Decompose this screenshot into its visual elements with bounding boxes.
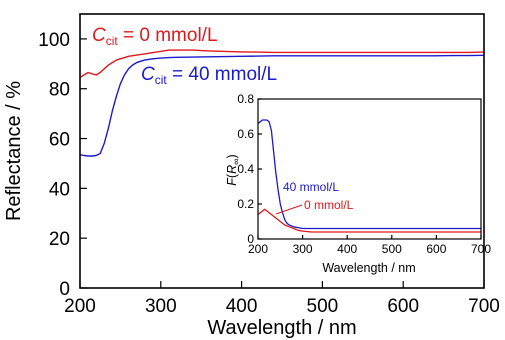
inset-y-tick-label: 0.4 <box>237 162 254 176</box>
annotation-cit-0-subscript: cit <box>106 34 119 48</box>
main-y-tick-label: 20 <box>49 229 70 250</box>
main-y-tick-label: 100 <box>38 30 70 51</box>
inset-x-tick-label: 300 <box>293 242 313 256</box>
inset-x-tick-label: 400 <box>337 242 357 256</box>
main-plot: 200 300 400 500 600 700 0 20 40 60 80 100 Waveleng… <box>3 13 500 339</box>
annotation-cit-40: Ccit = 40 mmol/L <box>141 64 277 87</box>
main-y-tick-label: 60 <box>49 130 70 151</box>
inset-series-line-0 <box>257 119 481 230</box>
inset-x-axis-label: Wavelength / nm <box>322 261 415 275</box>
main-x-tick-label: 200 <box>64 296 96 317</box>
annotation-cit-0-value: = 0 mmol/L <box>118 25 218 46</box>
main-x-tick-label: 400 <box>226 296 258 317</box>
main-series-group <box>79 49 485 157</box>
main-series-line-1 <box>79 54 485 157</box>
inset-y-tick-label: 0 <box>247 232 254 246</box>
inset-y-tick-label: 0.2 <box>237 197 254 211</box>
inset-background <box>258 99 481 239</box>
inset-annotation-0: 0 mmol/L <box>304 198 354 212</box>
inset-y-tick-label: 0.8 <box>237 92 254 106</box>
main-y-axis-label: Reflectance / % <box>3 81 25 221</box>
main-x-tick-label: 500 <box>307 296 339 317</box>
annotation-cit-40-value: = 40 mmol/L <box>167 64 277 85</box>
annotation-cit-0-symbol: C <box>92 25 106 46</box>
main-y-tick-label: 40 <box>49 179 70 200</box>
inset-x-tick-label: 200 <box>248 242 268 256</box>
inset-y-label-close: ) <box>225 154 239 158</box>
inset-y-axis-label: F(R∞) <box>225 154 241 185</box>
inset-series-group <box>257 119 481 233</box>
main-x-axis-label: Wavelength / nm <box>207 317 356 339</box>
annotation-cit-40-subscript: cit <box>155 73 168 87</box>
inset-x-tick-label: 700 <box>471 242 491 256</box>
inset-y-label-open: ( <box>225 173 239 178</box>
inset-y-ticks: 0 0.2 0.4 0.6 0.8 <box>237 92 262 246</box>
main-y-tick-label: 80 <box>49 80 70 101</box>
inset-x-tick-label: 600 <box>426 242 446 256</box>
annotation-cit-40-symbol: C <box>141 64 155 85</box>
annotation-cit-0: Ccit = 0 mmol/L <box>92 25 218 48</box>
main-x-tick-label: 700 <box>468 296 500 317</box>
main-x-ticks: 200 300 400 500 600 700 <box>64 281 500 317</box>
inset-annotation-40: 40 mmol/L <box>283 180 339 194</box>
main-x-tick-label: 600 <box>387 296 419 317</box>
inset-x-tick-label: 500 <box>382 242 402 256</box>
inset-y-tick-label: 0.6 <box>237 127 254 141</box>
inset-x-ticks: 200 300 400 500 600 700 <box>248 235 491 256</box>
main-y-tick-label: 0 <box>59 279 70 300</box>
main-y-ticks: 0 20 40 60 80 100 <box>38 30 87 300</box>
inset-y-label-r: R <box>225 165 239 174</box>
inset-plot: 200 300 400 500 600 700 0 0.2 0.4 0.6 0.8 Wavelen… <box>225 92 491 275</box>
inset-y-label-f: F <box>225 177 239 186</box>
main-series-line-0 <box>79 49 485 79</box>
main-plot-frame <box>79 13 485 289</box>
inset-annotation-0-pointer <box>275 204 303 215</box>
inset-y-label-sub: ∞ <box>231 158 241 164</box>
main-x-tick-label: 300 <box>145 296 177 317</box>
inset-series-line-1 <box>257 208 481 233</box>
